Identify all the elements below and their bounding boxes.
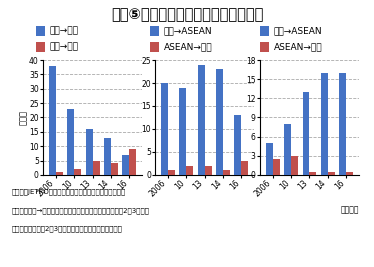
Bar [328, 172, 335, 175]
Bar [198, 65, 205, 175]
Text: 日本→中国: 日本→中国 [49, 26, 79, 35]
Text: 《出所：JETROより住友商事グローバルリサーチ作成》: 《出所：JETROより住友商事グローバルリサーチ作成》 [11, 188, 125, 195]
Bar [161, 83, 168, 175]
Bar [242, 161, 248, 175]
Bar [86, 129, 92, 175]
Bar [186, 166, 193, 175]
Bar [122, 155, 129, 175]
Bar [129, 149, 136, 175]
Bar [339, 73, 346, 175]
Bar [223, 170, 230, 175]
Text: 注　「移管元→移管先」。母数には、拠点の再編を「過去2～3年の間: 注 「移管元→移管先」。母数には、拠点の再編を「過去2～3年の間 [11, 207, 149, 214]
Bar [180, 88, 186, 175]
Text: に行った」「今後2～3年以内に行う予定」の両者を含む: に行った」「今後2～3年以内に行う予定」の両者を含む [11, 226, 122, 232]
Bar [56, 172, 63, 175]
Bar [67, 109, 74, 175]
Bar [216, 69, 223, 175]
Text: 日本→ASEAN: 日本→ASEAN [163, 26, 212, 35]
Bar [321, 73, 328, 175]
Bar [104, 138, 111, 175]
Bar [205, 166, 212, 175]
Bar [74, 169, 81, 175]
Text: （年度）: （年度） [341, 205, 359, 214]
Bar [303, 92, 310, 175]
Bar [273, 159, 280, 175]
Bar [310, 172, 316, 175]
Bar [284, 124, 291, 175]
Bar [49, 66, 56, 175]
Bar [291, 156, 298, 175]
Text: 中国→ASEAN: 中国→ASEAN [274, 26, 322, 35]
Bar [266, 143, 273, 175]
Bar [111, 163, 118, 175]
Text: 図表⑤　日本企業の移管先・元の割合: 図表⑤ 日本企業の移管先・元の割合 [111, 7, 263, 22]
Text: 中国→日本: 中国→日本 [49, 42, 79, 51]
Text: ASEAN→中国: ASEAN→中国 [274, 42, 322, 51]
Bar [168, 170, 175, 175]
Bar [92, 160, 99, 175]
Bar [346, 172, 353, 175]
Text: ASEAN→日本: ASEAN→日本 [163, 42, 212, 51]
Bar [234, 115, 242, 175]
Y-axis label: （％）: （％） [19, 110, 28, 125]
